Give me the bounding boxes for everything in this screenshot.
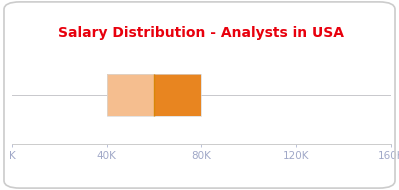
Bar — [154, 74, 201, 116]
Bar — [107, 74, 201, 116]
Bar — [107, 74, 154, 116]
Title: Salary Distribution - Analysts in USA: Salary Distribution - Analysts in USA — [59, 26, 344, 40]
